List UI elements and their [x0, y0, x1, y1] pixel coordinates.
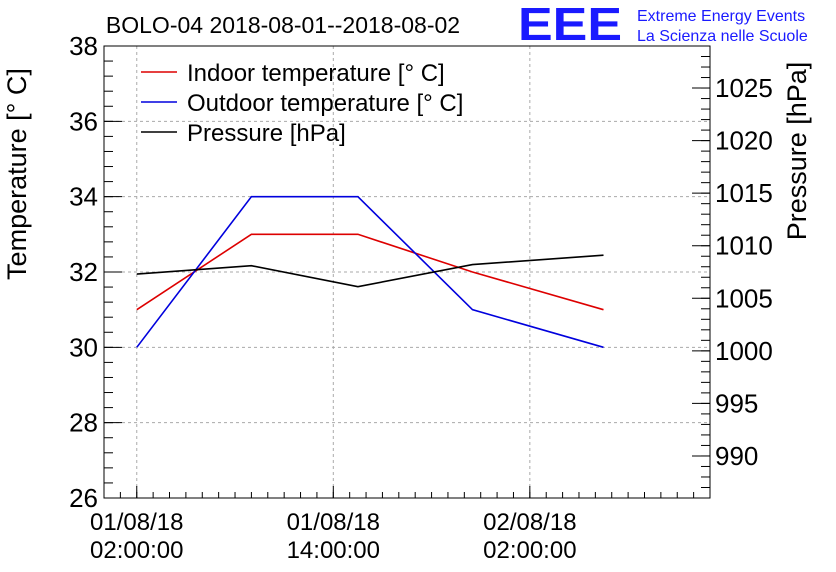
y-axis-label: Temperature [° C]	[2, 68, 32, 280]
chart-title: BOLO-04 2018-08-01--2018-08-02	[106, 12, 460, 38]
y2-tick-label: 1015	[715, 178, 773, 208]
y2-tick-label: 1005	[715, 283, 773, 313]
y-tick-label: 30	[69, 332, 98, 362]
x-tick-label-time: 14:00:00	[287, 537, 380, 564]
y-tick-label: 38	[69, 31, 98, 61]
legend-label: Pressure [hPa]	[187, 120, 346, 147]
logo-text: EEE	[518, 0, 622, 50]
logo-line2: La Scienza nelle Scuole	[637, 28, 808, 45]
y-tick-label: 32	[69, 257, 98, 287]
y-tick-label: 26	[69, 483, 98, 513]
series-line	[136, 233, 604, 311]
y2-tick-label: 1025	[715, 73, 773, 103]
series-line	[136, 195, 604, 349]
y2-tick-label: 1000	[715, 336, 773, 366]
x-tick-label-date: 01/08/18	[90, 509, 183, 536]
legend: Indoor temperature [° C] Outdoor temperat…	[141, 60, 463, 147]
legend-label: Outdoor temperature [° C]	[187, 90, 463, 117]
x-tick-label-time: 02:00:00	[483, 537, 576, 564]
grid	[104, 46, 710, 498]
eee-logo: EEE Extreme Energy Events La Scienza nel…	[518, 0, 808, 50]
y2-tick-label: 995	[715, 388, 758, 418]
y-axis-right: 990 995 1000 1005 1010 1015 1020 1025	[692, 56, 773, 488]
logo-line1: Extreme Energy Events	[637, 8, 805, 25]
y-tick-label: 36	[69, 106, 98, 136]
x-tick-label-time: 02:00:00	[90, 537, 183, 564]
y2-tick-label: 990	[715, 441, 758, 471]
y-axis-left: 26 28 30 32 34 36 38	[69, 31, 122, 513]
legend-label: Indoor temperature [° C]	[187, 60, 445, 87]
series-line	[136, 254, 604, 288]
x-tick-label-date: 01/08/18	[287, 509, 380, 536]
series-layer	[136, 195, 604, 349]
y-tick-label: 34	[69, 182, 98, 212]
y2-tick-label: 1020	[715, 126, 773, 156]
y2-tick-label: 1010	[715, 231, 773, 261]
x-tick-label-date: 02/08/18	[483, 509, 576, 536]
x-axis: 01/08/1802:00:0001/08/1814:00:0002/08/18…	[90, 486, 695, 564]
y-tick-label: 28	[69, 408, 98, 438]
y2-axis-label: Pressure [hPa]	[782, 62, 812, 241]
